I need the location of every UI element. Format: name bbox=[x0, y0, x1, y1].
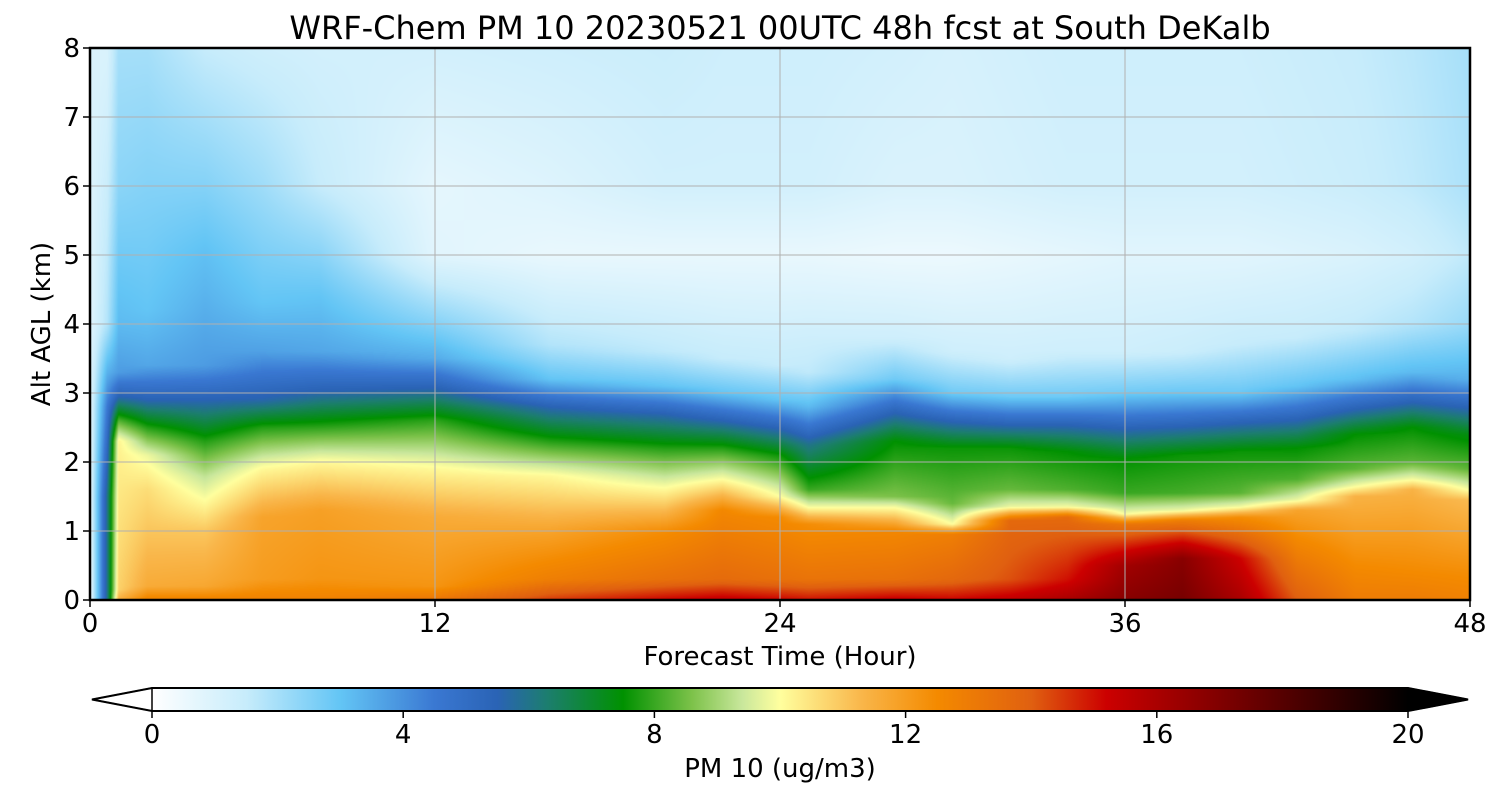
y-tick-label: 3 bbox=[63, 379, 80, 409]
y-tick-label: 0 bbox=[63, 586, 80, 616]
colorbar-extend-min bbox=[91, 687, 153, 712]
colorbar-gradient bbox=[152, 688, 1408, 711]
y-tick-label: 4 bbox=[63, 310, 80, 340]
x-tick-label: 0 bbox=[82, 609, 99, 639]
colorbar-extend-max bbox=[1407, 687, 1469, 712]
y-axis-label: Alt AGL (km) bbox=[27, 242, 57, 406]
x-tick-label: 48 bbox=[1453, 609, 1486, 639]
x-tick-label: 12 bbox=[418, 609, 451, 639]
colorbar-tick-label: 12 bbox=[889, 720, 922, 750]
colorbar-label: PM 10 (ug/m3) bbox=[684, 754, 876, 784]
colorbar-tick-label: 0 bbox=[144, 720, 161, 750]
chart-title: WRF-Chem PM 10 20230521 00UTC 48h fcst a… bbox=[289, 9, 1270, 47]
x-axis-label: Forecast Time (Hour) bbox=[643, 642, 916, 672]
colorbar-tick-label: 4 bbox=[395, 720, 412, 750]
y-tick-label: 8 bbox=[63, 34, 80, 64]
colorbar: 0 4 8 12 16 20 PM 10 (ug/m3) bbox=[91, 687, 1469, 784]
colorbar-ticks: 0 4 8 12 16 20 bbox=[144, 711, 1425, 750]
y-tick-label: 2 bbox=[63, 448, 80, 478]
y-tick-label: 5 bbox=[63, 241, 80, 271]
colorbar-tick-label: 16 bbox=[1140, 720, 1173, 750]
x-axis: 0 12 24 36 48 bbox=[82, 600, 1487, 639]
y-tick-label: 7 bbox=[63, 103, 80, 133]
y-tick-label: 1 bbox=[63, 517, 80, 547]
x-tick-label: 36 bbox=[1108, 609, 1141, 639]
x-tick-label: 24 bbox=[763, 609, 796, 639]
y-axis: 0 1 2 3 4 5 6 7 8 bbox=[63, 34, 90, 616]
colorbar-tick-label: 20 bbox=[1391, 720, 1424, 750]
y-tick-label: 6 bbox=[63, 172, 80, 202]
colorbar-tick-label: 8 bbox=[646, 720, 663, 750]
plot-area bbox=[88, 46, 1472, 602]
